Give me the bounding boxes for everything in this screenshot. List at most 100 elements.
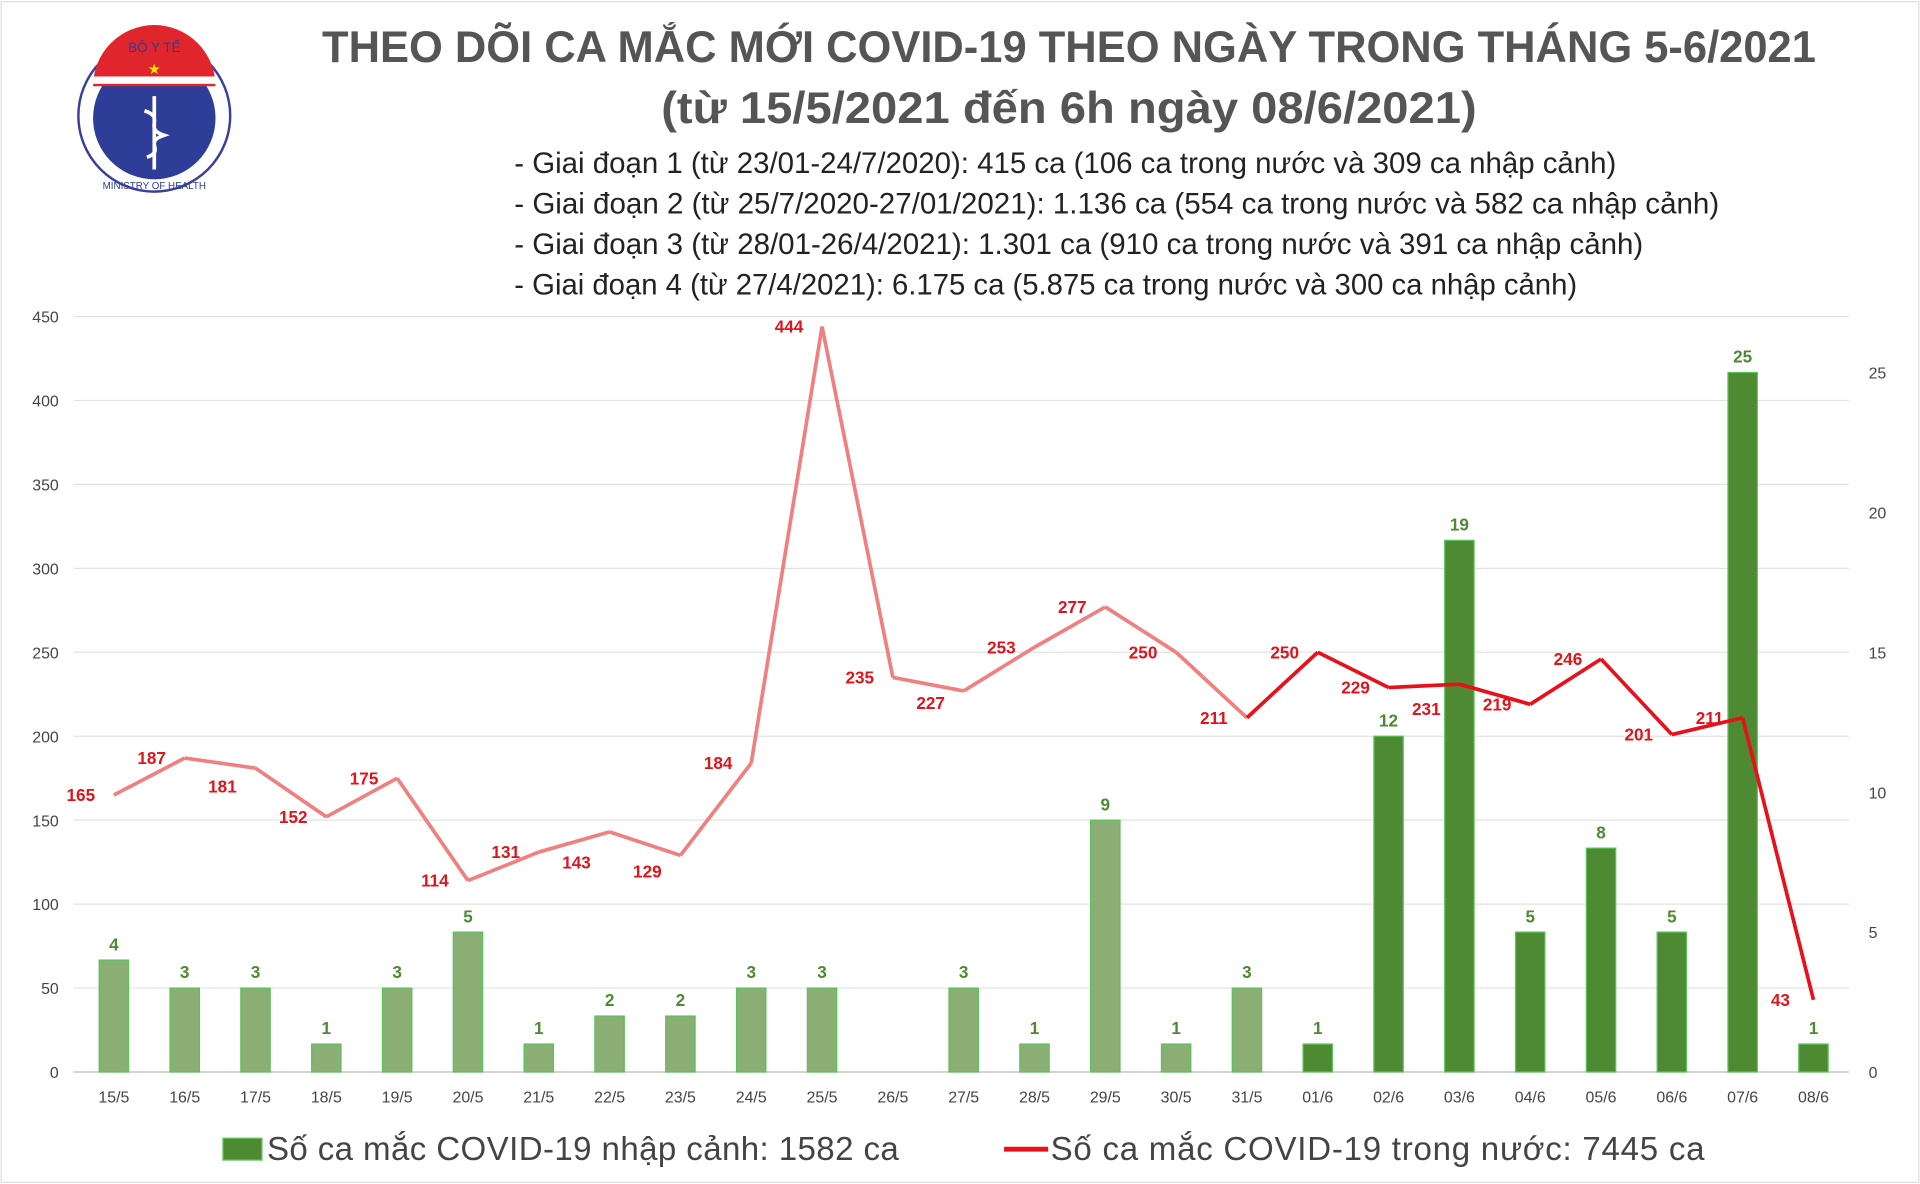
svg-text:MINISTRY OF HEALTH: MINISTRY OF HEALTH (103, 181, 206, 192)
y-left-tick: 200 (32, 729, 59, 746)
line-value-label: 201 (1624, 725, 1653, 745)
bar (1019, 1043, 1050, 1073)
x-tick-label: 25/5 (807, 1090, 838, 1107)
y-right-tick: 5 (1869, 925, 1878, 942)
bar (665, 1015, 696, 1073)
line-segment (467, 850, 540, 883)
bar (523, 1043, 555, 1073)
line-segment (678, 761, 753, 857)
bar (1231, 987, 1263, 1073)
y-left-tick: 450 (32, 310, 59, 327)
line-segment (962, 645, 1036, 693)
line-value-label: 129 (633, 861, 662, 881)
bar-value-label: 8 (1596, 822, 1606, 842)
line-value-label: 231 (1412, 699, 1441, 719)
line-value-label: 235 (846, 668, 875, 688)
bar-value-label: 3 (392, 962, 402, 982)
bar (1798, 1043, 1829, 1073)
line-segment (609, 830, 681, 858)
bar-value-label: 9 (1101, 794, 1111, 814)
x-tick-label: 29/5 (1090, 1090, 1121, 1107)
bar (1585, 847, 1617, 1073)
bar-value-label: 5 (1525, 906, 1535, 926)
line-value-label: 175 (350, 768, 379, 788)
line-segment (254, 766, 328, 819)
line-segment (1033, 605, 1107, 649)
bar-value-label: 1 (1030, 1018, 1040, 1038)
bar (1373, 735, 1404, 1073)
bar-value-label: 3 (959, 962, 969, 982)
line-value-label: 229 (1341, 678, 1370, 698)
line-segment (1599, 657, 1674, 736)
y-right-tick: 20 (1869, 505, 1887, 522)
x-tick-label: 08/6 (1798, 1090, 1829, 1107)
bar (98, 959, 130, 1073)
bar-value-label: 2 (605, 990, 615, 1010)
bar-value-label: 4 (109, 934, 119, 954)
phase-note: - Giai đoạn 2 (từ 25/7/2020-27/01/2021):… (514, 188, 1719, 221)
line-segment (892, 675, 965, 693)
bar (1160, 1043, 1192, 1073)
y-left-tick: 250 (32, 645, 59, 662)
line-segment (1388, 682, 1460, 690)
bar-value-label: 25 (1733, 347, 1753, 367)
x-tick-label: 26/5 (877, 1090, 908, 1107)
x-tick-label: 16/5 (169, 1090, 200, 1107)
line-segment (1316, 650, 1390, 690)
line-value-label: 246 (1554, 649, 1583, 669)
bar (806, 987, 838, 1073)
y-right-tick: 10 (1869, 785, 1887, 802)
x-tick-label: 07/6 (1727, 1090, 1758, 1107)
x-tick-label: 21/5 (523, 1090, 554, 1107)
line-segment (1671, 715, 1744, 737)
line-value-label: 131 (491, 842, 520, 862)
bar-value-label: 1 (1171, 1018, 1181, 1038)
line-segment (113, 756, 186, 797)
star-icon: ★ (148, 62, 161, 78)
x-tick-label: 22/5 (594, 1090, 625, 1107)
line-segment (395, 777, 470, 882)
line-value-label: 211 (1200, 708, 1228, 728)
line-value-label: 114 (421, 871, 449, 891)
y-left-tick: 100 (32, 897, 59, 914)
line-value-label: 250 (1129, 642, 1158, 662)
y-left-tick: 50 (41, 981, 59, 998)
y-left-tick: 400 (32, 394, 59, 411)
x-tick-label: 30/5 (1161, 1090, 1192, 1107)
line-value-label: 184 (704, 753, 733, 773)
bar-value-label: 2 (676, 990, 686, 1010)
x-tick-label: 20/5 (452, 1090, 483, 1107)
bar (240, 987, 271, 1073)
legend-swatch-bar (222, 1137, 263, 1161)
x-tick-label: 03/6 (1444, 1090, 1475, 1107)
x-tick-label: 05/6 (1586, 1090, 1617, 1107)
y-left-tick: 350 (32, 478, 59, 495)
x-tick-label: 31/5 (1231, 1090, 1262, 1107)
bar (948, 987, 979, 1073)
x-tick-label: 17/5 (240, 1090, 271, 1107)
line-value-label: 277 (1058, 597, 1087, 617)
line-value-label: 444 (775, 317, 804, 337)
line-segment (184, 756, 256, 770)
caduceus-icon (143, 96, 170, 170)
x-tick-label: 18/5 (311, 1090, 342, 1107)
y-left-tick: 150 (32, 813, 59, 830)
phase-note: - Giai đoạn 1 (từ 23/01-24/7/2020): 415 … (514, 147, 1616, 180)
line-segment (1529, 657, 1603, 706)
bar (1444, 539, 1475, 1073)
x-tick-label: 01/6 (1302, 1090, 1333, 1107)
bar (735, 987, 767, 1073)
phase-notes: - Giai đoạn 1 (từ 23/01-24/7/2020): 415 … (514, 147, 1719, 301)
line-segment (1740, 717, 1816, 1001)
bar (311, 1043, 342, 1073)
bar (452, 931, 484, 1073)
bar-value-label: 5 (463, 906, 473, 926)
bar (1090, 819, 1121, 1073)
chart-title: THEO DÕI CA MẮC MỚI COVID-19 THEO NGÀY T… (322, 22, 1816, 72)
bar-value-label: 19 (1450, 515, 1469, 535)
bar-value-label: 3 (251, 962, 261, 982)
legend: Số ca mắc COVID-19 nhập cảnh: 1582 ca Số… (222, 1130, 1705, 1168)
line-segment (749, 326, 824, 764)
x-tick-label: 06/6 (1656, 1090, 1687, 1107)
